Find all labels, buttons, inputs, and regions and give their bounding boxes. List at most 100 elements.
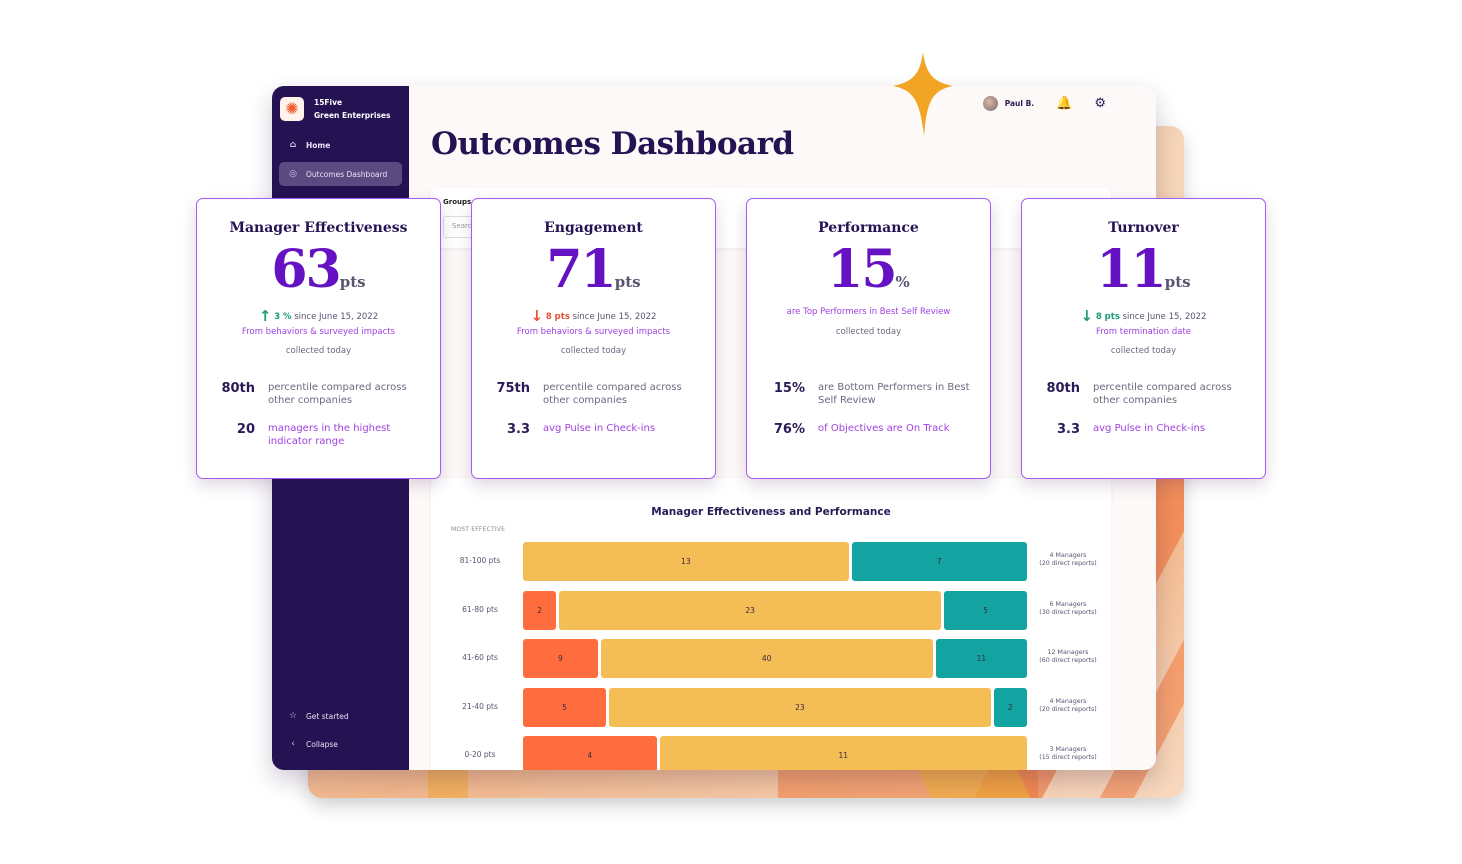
- card-value-number: 15: [827, 239, 897, 300]
- row-label: 0-20 pts: [464, 750, 496, 760]
- card-value-unit: pts: [614, 273, 641, 291]
- sidebar-item-label: Home: [306, 140, 331, 150]
- sidebar-collapse-button[interactable]: ‹ Collapse: [279, 732, 402, 756]
- bar-segment-high[interactable]: 7: [851, 542, 1027, 581]
- row-note-managers: 6 Managers: [1049, 600, 1087, 608]
- card-collected: collected today: [560, 346, 627, 356]
- row-note: 12 Managers (60 direct reports): [1033, 649, 1103, 665]
- row-note: 4 Managers (20 direct reports): [1033, 552, 1103, 568]
- metric-card-performance[interactable]: Performance 15% are Top Performers in Be…: [746, 198, 991, 479]
- card-collected: collected today: [835, 327, 902, 337]
- card-stat-value: 15%: [773, 381, 805, 396]
- row-note-reports: (15 direct reports): [1039, 754, 1097, 762]
- chart-title: Manager Effectiveness and Performance: [651, 506, 891, 518]
- card-value-number: 63: [271, 239, 341, 300]
- bell-icon[interactable]: 🔔: [1056, 96, 1073, 111]
- card-title: Performance: [818, 220, 919, 236]
- row-note: 3 Managers (15 direct reports): [1033, 746, 1103, 762]
- card-stat-value: 76%: [773, 422, 805, 437]
- metric-card-engagement[interactable]: Engagement 71pts ↓ 8 pts since June 15, …: [471, 198, 716, 479]
- card-stat-value: 75th: [496, 381, 530, 396]
- card-source-link[interactable]: From behaviors & surveyed impacts: [241, 327, 396, 337]
- card-stat: 76% of Objectives are On Track: [747, 422, 990, 437]
- bar-segment-mid[interactable]: 13: [523, 542, 849, 581]
- card-stat: 80th percentile compared across other co…: [197, 381, 440, 407]
- arrow-down-icon: ↓: [530, 307, 544, 325]
- bar-segment-low[interactable]: 2: [523, 590, 557, 630]
- row-note-reports: (60 direct reports): [1039, 657, 1097, 665]
- sidebar-item-label: Get started: [306, 711, 349, 721]
- card-stat-link[interactable]: of Objectives are On Track: [818, 423, 950, 434]
- bar-segment-high[interactable]: 11: [935, 639, 1027, 679]
- card-stat-link[interactable]: avg Pulse in Check-ins: [1093, 423, 1206, 434]
- card-stat-value: 3.3: [1056, 422, 1080, 437]
- gauge-icon: ◎: [289, 169, 297, 179]
- sidebar-item-outcomes-dashboard[interactable]: ◎ Outcomes Dashboard: [279, 162, 402, 186]
- row-note-reports: (20 direct reports): [1039, 705, 1097, 713]
- star-icon: ☆: [288, 711, 298, 721]
- bar-segment-mid[interactable]: 11: [659, 736, 1027, 770]
- row-label: 81-100 pts: [459, 556, 501, 565]
- row-note-reports: (30 direct reports): [1039, 608, 1097, 616]
- card-stat: 20 managers in the highest indicator ran…: [197, 422, 440, 448]
- card-stat: 3.3 avg Pulse in Check-ins: [1022, 422, 1265, 437]
- bar-segment-mid[interactable]: 23: [609, 687, 991, 727]
- card-change: ↓ 8 pts since June 15, 2022: [472, 307, 715, 325]
- card-value-unit: pts: [339, 273, 366, 291]
- card-stat: 80th percentile compared across other co…: [1022, 381, 1265, 407]
- card-stat-label: percentile compared across other compani…: [543, 382, 682, 406]
- bar-segment-high[interactable]: 2: [993, 687, 1027, 727]
- arrow-up-icon: ↑: [258, 307, 272, 325]
- chart-subtitle: MOST EFFECTIVE: [451, 526, 506, 533]
- user-name: Paul B.: [1004, 99, 1035, 108]
- bar-segment-mid[interactable]: 40: [600, 639, 933, 679]
- avatar: [982, 96, 998, 111]
- metric-card-turnover[interactable]: Turnover 11pts ↓ 8 pts since June 15, 20…: [1021, 198, 1266, 479]
- card-title: Engagement: [544, 220, 643, 236]
- card-value-number: 11: [1096, 239, 1166, 300]
- row-label: 41-60 pts: [462, 653, 498, 663]
- card-value-number: 71: [546, 239, 616, 300]
- brand-name: 15Five: [314, 98, 343, 107]
- sidebar-item-label: Outcomes Dashboard: [306, 169, 388, 179]
- row-note-managers: 3 Managers: [1049, 746, 1087, 754]
- card-source-link[interactable]: From behaviors & surveyed impacts: [516, 327, 671, 337]
- card-value: 71pts: [472, 239, 715, 300]
- brand[interactable]: ✺ 15Five Green Enterprises: [280, 96, 390, 122]
- row-note-reports: (20 direct reports): [1039, 560, 1097, 567]
- card-stat-link[interactable]: managers in the highest indicator range: [268, 423, 391, 447]
- row-note: 6 Managers (30 direct reports): [1033, 601, 1103, 617]
- gear-icon[interactable]: ⚙: [1094, 96, 1106, 111]
- groups-label: Groups: [443, 198, 472, 206]
- card-source-link[interactable]: are Top Performers in Best Self Review: [786, 307, 951, 317]
- card-source-link[interactable]: From termination date: [1095, 327, 1192, 337]
- card-stat: 15% are Bottom Performers in Best Self R…: [747, 381, 990, 407]
- card-stat-value: 80th: [1046, 381, 1080, 396]
- metric-card-manager-effectiveness[interactable]: Manager Effectiveness 63pts ↑ 3 % since …: [196, 198, 441, 479]
- sidebar-item-get-started[interactable]: ☆ Get started: [279, 704, 402, 728]
- card-change-value: 8 pts: [545, 312, 570, 322]
- card-stat-value: 3.3: [506, 422, 530, 437]
- bar-segment-high[interactable]: 5: [944, 590, 1027, 630]
- starburst-logo-icon: ✺: [280, 97, 304, 121]
- arrow-down-icon: ↓: [1080, 307, 1094, 325]
- bar-segment-low[interactable]: 9: [523, 639, 598, 679]
- card-stat-value: 20: [236, 422, 255, 437]
- bar-segment-low[interactable]: 4: [523, 736, 657, 770]
- card-stat-link[interactable]: avg Pulse in Check-ins: [543, 423, 656, 434]
- home-icon: ⌂: [289, 140, 297, 150]
- card-stat-value: 80th: [221, 381, 255, 396]
- chevron-left-circle-icon: ‹: [291, 739, 295, 749]
- bar-segment-low[interactable]: 5: [523, 687, 606, 727]
- card-value: 63pts: [197, 239, 440, 300]
- sparkle-icon: [893, 52, 953, 136]
- bar-segment-mid[interactable]: 23: [559, 590, 941, 630]
- card-change: ↓ 8 pts since June 15, 2022: [1022, 307, 1265, 325]
- user-menu[interactable]: Paul B.: [982, 96, 1035, 111]
- card-change-text: since June 15, 2022: [1122, 312, 1207, 322]
- row-note-managers: 4 Managers: [1049, 552, 1087, 559]
- sidebar-item-home[interactable]: ⌂ Home: [279, 133, 402, 157]
- card-value: 15%: [747, 239, 990, 300]
- card-value-unit: %: [895, 273, 910, 291]
- card-value-unit: pts: [1164, 273, 1191, 291]
